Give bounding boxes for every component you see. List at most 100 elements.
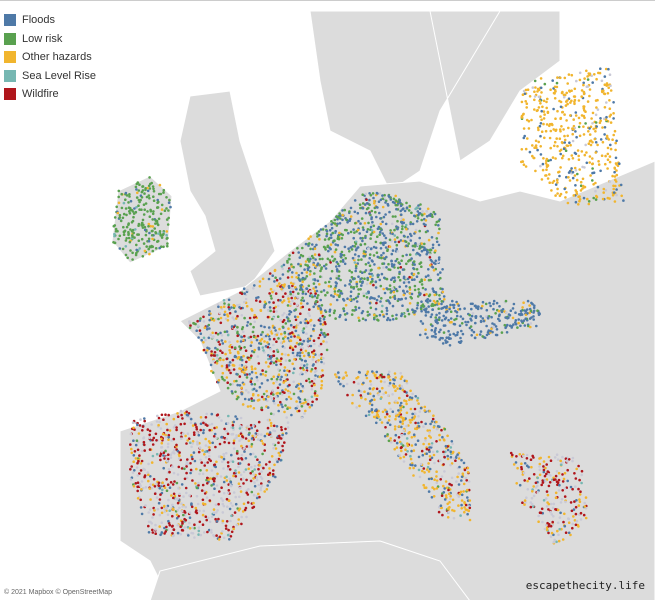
location-dot <box>197 533 200 536</box>
location-dot <box>489 304 492 308</box>
location-dot <box>421 453 425 457</box>
location-dot <box>382 287 386 291</box>
location-dot <box>151 528 154 532</box>
location-dot <box>353 258 356 262</box>
location-dot <box>530 465 533 469</box>
location-dot <box>238 507 242 511</box>
location-dot <box>129 432 133 436</box>
location-dot <box>345 218 348 222</box>
location-dot <box>532 156 535 160</box>
location-dot <box>414 464 417 467</box>
legend-item[interactable]: Sea Level Rise <box>4 67 96 86</box>
location-dot <box>399 420 402 424</box>
legend-item[interactable]: Wildfire <box>4 85 96 104</box>
location-dot <box>135 243 138 247</box>
location-dot <box>136 497 140 500</box>
location-dot <box>393 439 397 442</box>
location-dot <box>605 84 608 87</box>
location-dot <box>437 231 440 235</box>
location-dot <box>406 450 409 453</box>
location-dot <box>410 272 414 275</box>
location-dot <box>236 326 239 329</box>
location-dot <box>241 326 245 329</box>
location-dot <box>248 316 252 320</box>
location-dot <box>582 83 585 87</box>
location-dot <box>206 349 209 352</box>
location-dot <box>222 455 226 458</box>
location-dot <box>354 267 358 270</box>
location-dot <box>140 488 143 491</box>
location-dot <box>162 466 165 470</box>
location-dot <box>300 405 304 408</box>
legend-item[interactable]: Floods <box>4 11 96 30</box>
location-dot <box>152 477 156 481</box>
location-dot <box>556 529 559 533</box>
location-dot <box>267 354 270 357</box>
location-dot <box>549 459 553 463</box>
location-dot <box>394 240 397 244</box>
location-dot <box>366 314 370 317</box>
location-dot <box>180 413 183 417</box>
location-dot <box>563 113 566 116</box>
location-dot <box>230 453 233 457</box>
location-dot <box>565 144 569 147</box>
location-dot <box>424 328 427 332</box>
location-dot <box>288 383 291 387</box>
location-dot <box>219 316 223 320</box>
location-dot <box>311 295 314 299</box>
location-dot <box>368 387 372 390</box>
location-dot <box>311 400 314 404</box>
location-dot <box>425 447 429 451</box>
legend-item[interactable]: Other hazards <box>4 48 96 67</box>
location-dot <box>296 335 300 339</box>
location-dot <box>136 485 139 489</box>
location-dot <box>526 479 529 483</box>
location-dot <box>291 299 294 303</box>
location-dot <box>436 260 440 264</box>
location-dot <box>289 281 293 285</box>
location-dot <box>559 501 563 504</box>
location-dot <box>337 380 340 383</box>
location-dot <box>159 493 162 496</box>
location-dot <box>287 284 291 288</box>
location-dot <box>385 287 389 290</box>
location-dot <box>156 414 159 418</box>
location-dot <box>334 281 338 284</box>
location-dot <box>250 442 254 446</box>
location-dot <box>405 411 409 415</box>
location-dot <box>420 218 424 222</box>
location-dot <box>358 404 361 408</box>
location-dot <box>364 192 368 196</box>
location-dot <box>389 407 392 411</box>
location-dot <box>424 332 427 336</box>
location-dot <box>229 519 232 523</box>
location-dot <box>405 280 408 284</box>
location-dot <box>451 442 454 446</box>
location-dot <box>397 275 400 279</box>
location-dot <box>578 134 582 138</box>
location-dot <box>357 258 360 262</box>
location-dot <box>154 247 158 250</box>
location-dot <box>296 351 300 355</box>
location-dot <box>243 316 246 320</box>
location-dot <box>322 362 326 365</box>
location-dot <box>453 509 456 513</box>
location-dot <box>307 242 310 246</box>
location-dot <box>324 267 328 270</box>
location-dot <box>552 128 555 131</box>
legend-item[interactable]: Low risk <box>4 30 96 49</box>
location-dot <box>267 326 271 329</box>
location-dot <box>256 458 259 462</box>
location-dot <box>406 444 410 448</box>
location-dot <box>203 489 206 493</box>
location-dot <box>542 110 546 113</box>
location-dot <box>460 503 463 507</box>
location-dot <box>580 114 584 117</box>
location-dot <box>220 334 224 337</box>
location-dot <box>210 484 213 487</box>
location-dot <box>130 447 133 451</box>
location-dot <box>259 333 263 337</box>
location-dot <box>613 129 617 133</box>
location-dot <box>413 278 416 281</box>
location-dot <box>391 249 395 252</box>
